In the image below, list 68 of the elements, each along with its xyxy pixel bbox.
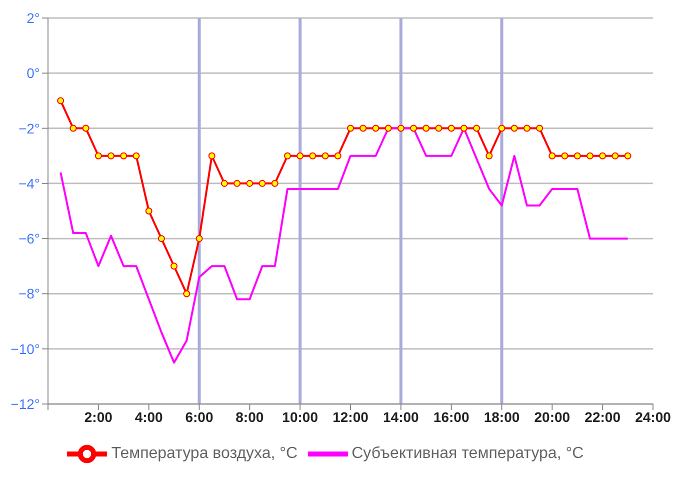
point	[561, 152, 568, 160]
point	[246, 180, 254, 187]
point	[486, 152, 493, 160]
point	[410, 124, 418, 132]
point	[422, 124, 430, 132]
point	[145, 208, 152, 214]
x-tick-label: 18:00	[484, 408, 520, 425]
x-tick-label: 10:00	[282, 408, 318, 425]
point	[548, 152, 556, 160]
point	[536, 124, 544, 132]
point	[397, 124, 404, 132]
point	[94, 152, 102, 160]
x-tick-label: 12:00	[332, 408, 369, 425]
point	[372, 124, 380, 132]
point	[498, 124, 506, 132]
point	[271, 180, 278, 187]
point	[208, 152, 216, 160]
point	[384, 124, 392, 132]
point	[284, 152, 291, 160]
point	[435, 124, 442, 132]
legend-label: Температура воздуха, °C	[111, 445, 298, 462]
point	[57, 97, 64, 104]
point	[234, 180, 241, 187]
x-tick-label: 14:00	[383, 408, 420, 425]
point	[523, 124, 530, 132]
point	[309, 152, 316, 160]
point	[360, 124, 367, 132]
point	[170, 262, 178, 270]
x-tick-label: 24:00	[635, 408, 672, 425]
y-tick-label: −8°	[18, 286, 40, 302]
point	[196, 235, 203, 242]
y-tick-label: −12°	[10, 396, 40, 412]
point	[70, 124, 77, 132]
point	[82, 124, 90, 132]
point	[624, 152, 632, 160]
point	[334, 152, 342, 160]
point	[120, 152, 128, 160]
point	[258, 180, 266, 187]
x-tick-label: 2:00	[84, 408, 113, 425]
point	[612, 152, 619, 160]
y-tick-label: −10°	[10, 340, 40, 357]
point	[347, 124, 354, 132]
point	[473, 124, 480, 132]
y-tick-label: −2°	[18, 120, 40, 136]
y-tick-label: 0°	[26, 65, 40, 82]
point	[574, 152, 581, 160]
y-tick-label: 2°	[26, 10, 40, 26]
point	[220, 180, 228, 187]
point	[599, 152, 606, 160]
point	[460, 124, 468, 132]
x-tick-label: 8:00	[236, 408, 264, 425]
x-tick-label: 16:00	[433, 408, 470, 425]
point	[586, 152, 594, 160]
legend-label: Субъективная температура, °C	[352, 445, 584, 462]
x-tick-label: 4:00	[134, 408, 164, 425]
x-tick-label: 6:00	[185, 408, 214, 425]
y-tick-label: −4°	[18, 175, 40, 192]
y-tick-label: −6°	[18, 230, 40, 247]
x-tick-label: 20:00	[534, 408, 570, 425]
point	[296, 152, 304, 160]
point	[183, 290, 190, 298]
point	[108, 152, 115, 160]
x-tick-label: 22:00	[584, 408, 621, 425]
point	[158, 235, 165, 242]
point	[448, 124, 455, 132]
point	[132, 152, 140, 160]
point	[322, 152, 329, 160]
point	[510, 124, 518, 132]
